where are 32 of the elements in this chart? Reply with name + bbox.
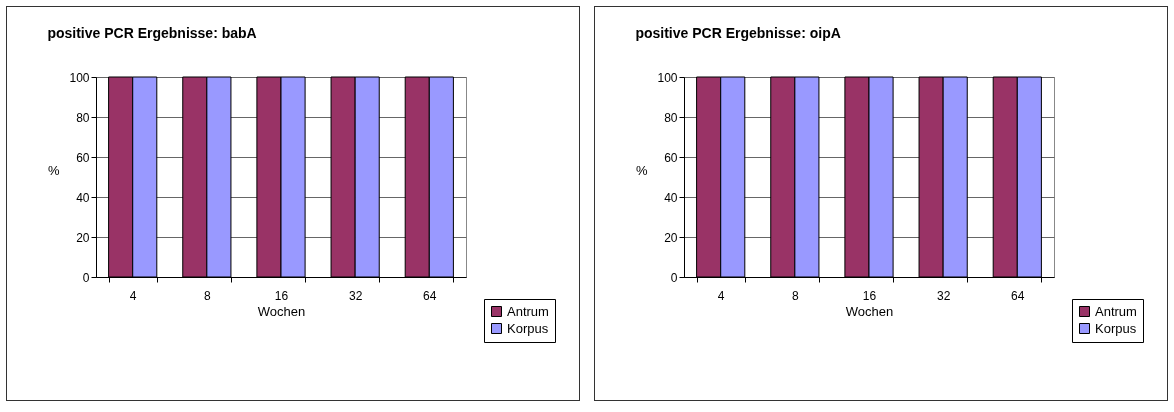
y-tick-label: 40 [76,190,90,205]
x-tick-label: 4 [717,288,725,303]
y-tick-label: 80 [664,110,678,125]
y-tick-label: 100 [69,70,90,85]
x-tick-label: 16 [274,288,289,303]
x-tick-label: 8 [792,288,800,303]
x-axis-title: Wochen [845,303,894,319]
y-tick-label: 60 [664,150,678,165]
y-tick-label: 60 [76,150,90,165]
y-axis-title: % [47,162,60,178]
x-tick-label: 64 [1011,288,1025,303]
chart-title: positive PCR Ergebnisse: babA [47,25,257,41]
x-tick-label: 64 [423,288,437,303]
x-tick-label: 16 [862,288,877,303]
y-axis-title: % [635,162,648,178]
chart-title: positive PCR Ergebnisse: oipA [635,25,841,41]
y-tick-label: 20 [76,230,90,245]
x-tick-label: 4 [129,288,137,303]
x-tick-label: 32 [936,288,951,303]
x-axis-title: Wochen [257,303,306,319]
x-tick-label: 32 [348,288,363,303]
legend-label: Korpus [507,320,549,336]
x-tick-label: 8 [204,288,212,303]
legend-label: Antrum [507,303,549,319]
y-tick-label: 0 [82,270,90,285]
y-tick-label: 40 [664,190,678,205]
y-tick-label: 100 [657,70,678,85]
y-tick-label: 80 [76,110,90,125]
legend-label: Korpus [1095,320,1137,336]
y-tick-label: 20 [664,230,678,245]
y-tick-label: 0 [670,270,678,285]
legend-label: Antrum [1095,303,1137,319]
